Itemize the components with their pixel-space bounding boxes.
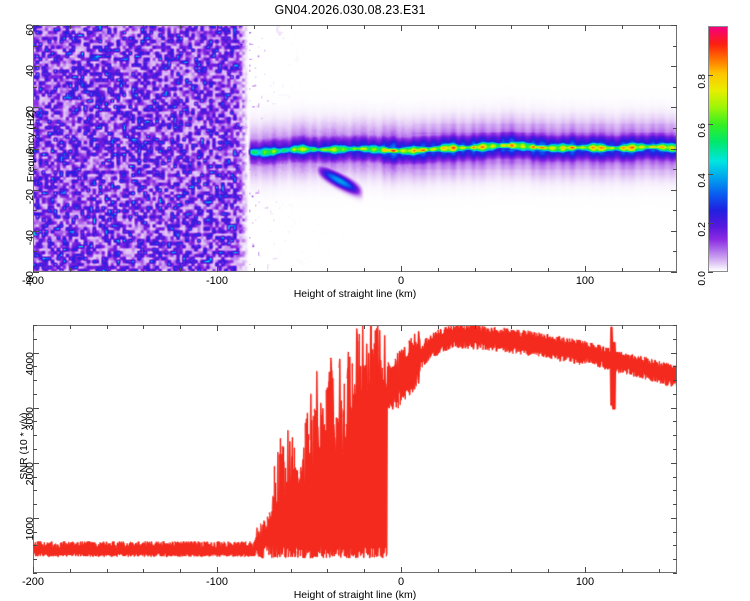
colorbar-tick: [708, 124, 713, 126]
spectrogram-canvas: [34, 26, 676, 271]
x-tick-label: -100: [205, 576, 229, 588]
colorbar-tick-label: 0.4: [696, 172, 708, 188]
colorbar-tick-label: 0.8: [696, 74, 708, 89]
snr-panel: [33, 325, 677, 573]
spectrogram-y-axis-title: Frequency (Hz): [25, 109, 37, 183]
colorbar-tick-label: 0.2: [696, 221, 708, 237]
colorbar-tick-label: 0.0: [696, 271, 708, 286]
x-tick-label: 100: [575, 576, 595, 588]
colorbar-tick: [708, 272, 713, 273]
colorbar-tick-label: 0.6: [696, 123, 708, 138]
y-tick-label: 1000: [24, 516, 36, 541]
x-tick-label: 0: [397, 275, 405, 287]
y-tick-label: 60: [24, 24, 36, 36]
colorbar-tick: [708, 222, 713, 224]
x-tick-label: 100: [575, 275, 595, 287]
snr-y-axis-title: SNR (10 * v/v): [18, 412, 30, 480]
x-tick-label: -100: [205, 275, 229, 287]
figure-title: GN04.2026.030.08.23.E31: [274, 3, 426, 17]
spectrogram-panel: [33, 25, 677, 272]
colorbar-tick: [708, 173, 713, 175]
snr-x-axis-title: Height of straight line (km): [293, 589, 417, 601]
colorbar-tick: [708, 75, 713, 77]
snr-canvas: [34, 326, 676, 572]
colorbar-gradient: [708, 26, 728, 272]
x-tick-label: 0: [397, 576, 405, 588]
x-tick-label: -200: [21, 275, 45, 287]
spectrogram-x-axis-title: Height of straight line (km): [293, 288, 417, 300]
x-tick-label: -200: [21, 576, 45, 588]
